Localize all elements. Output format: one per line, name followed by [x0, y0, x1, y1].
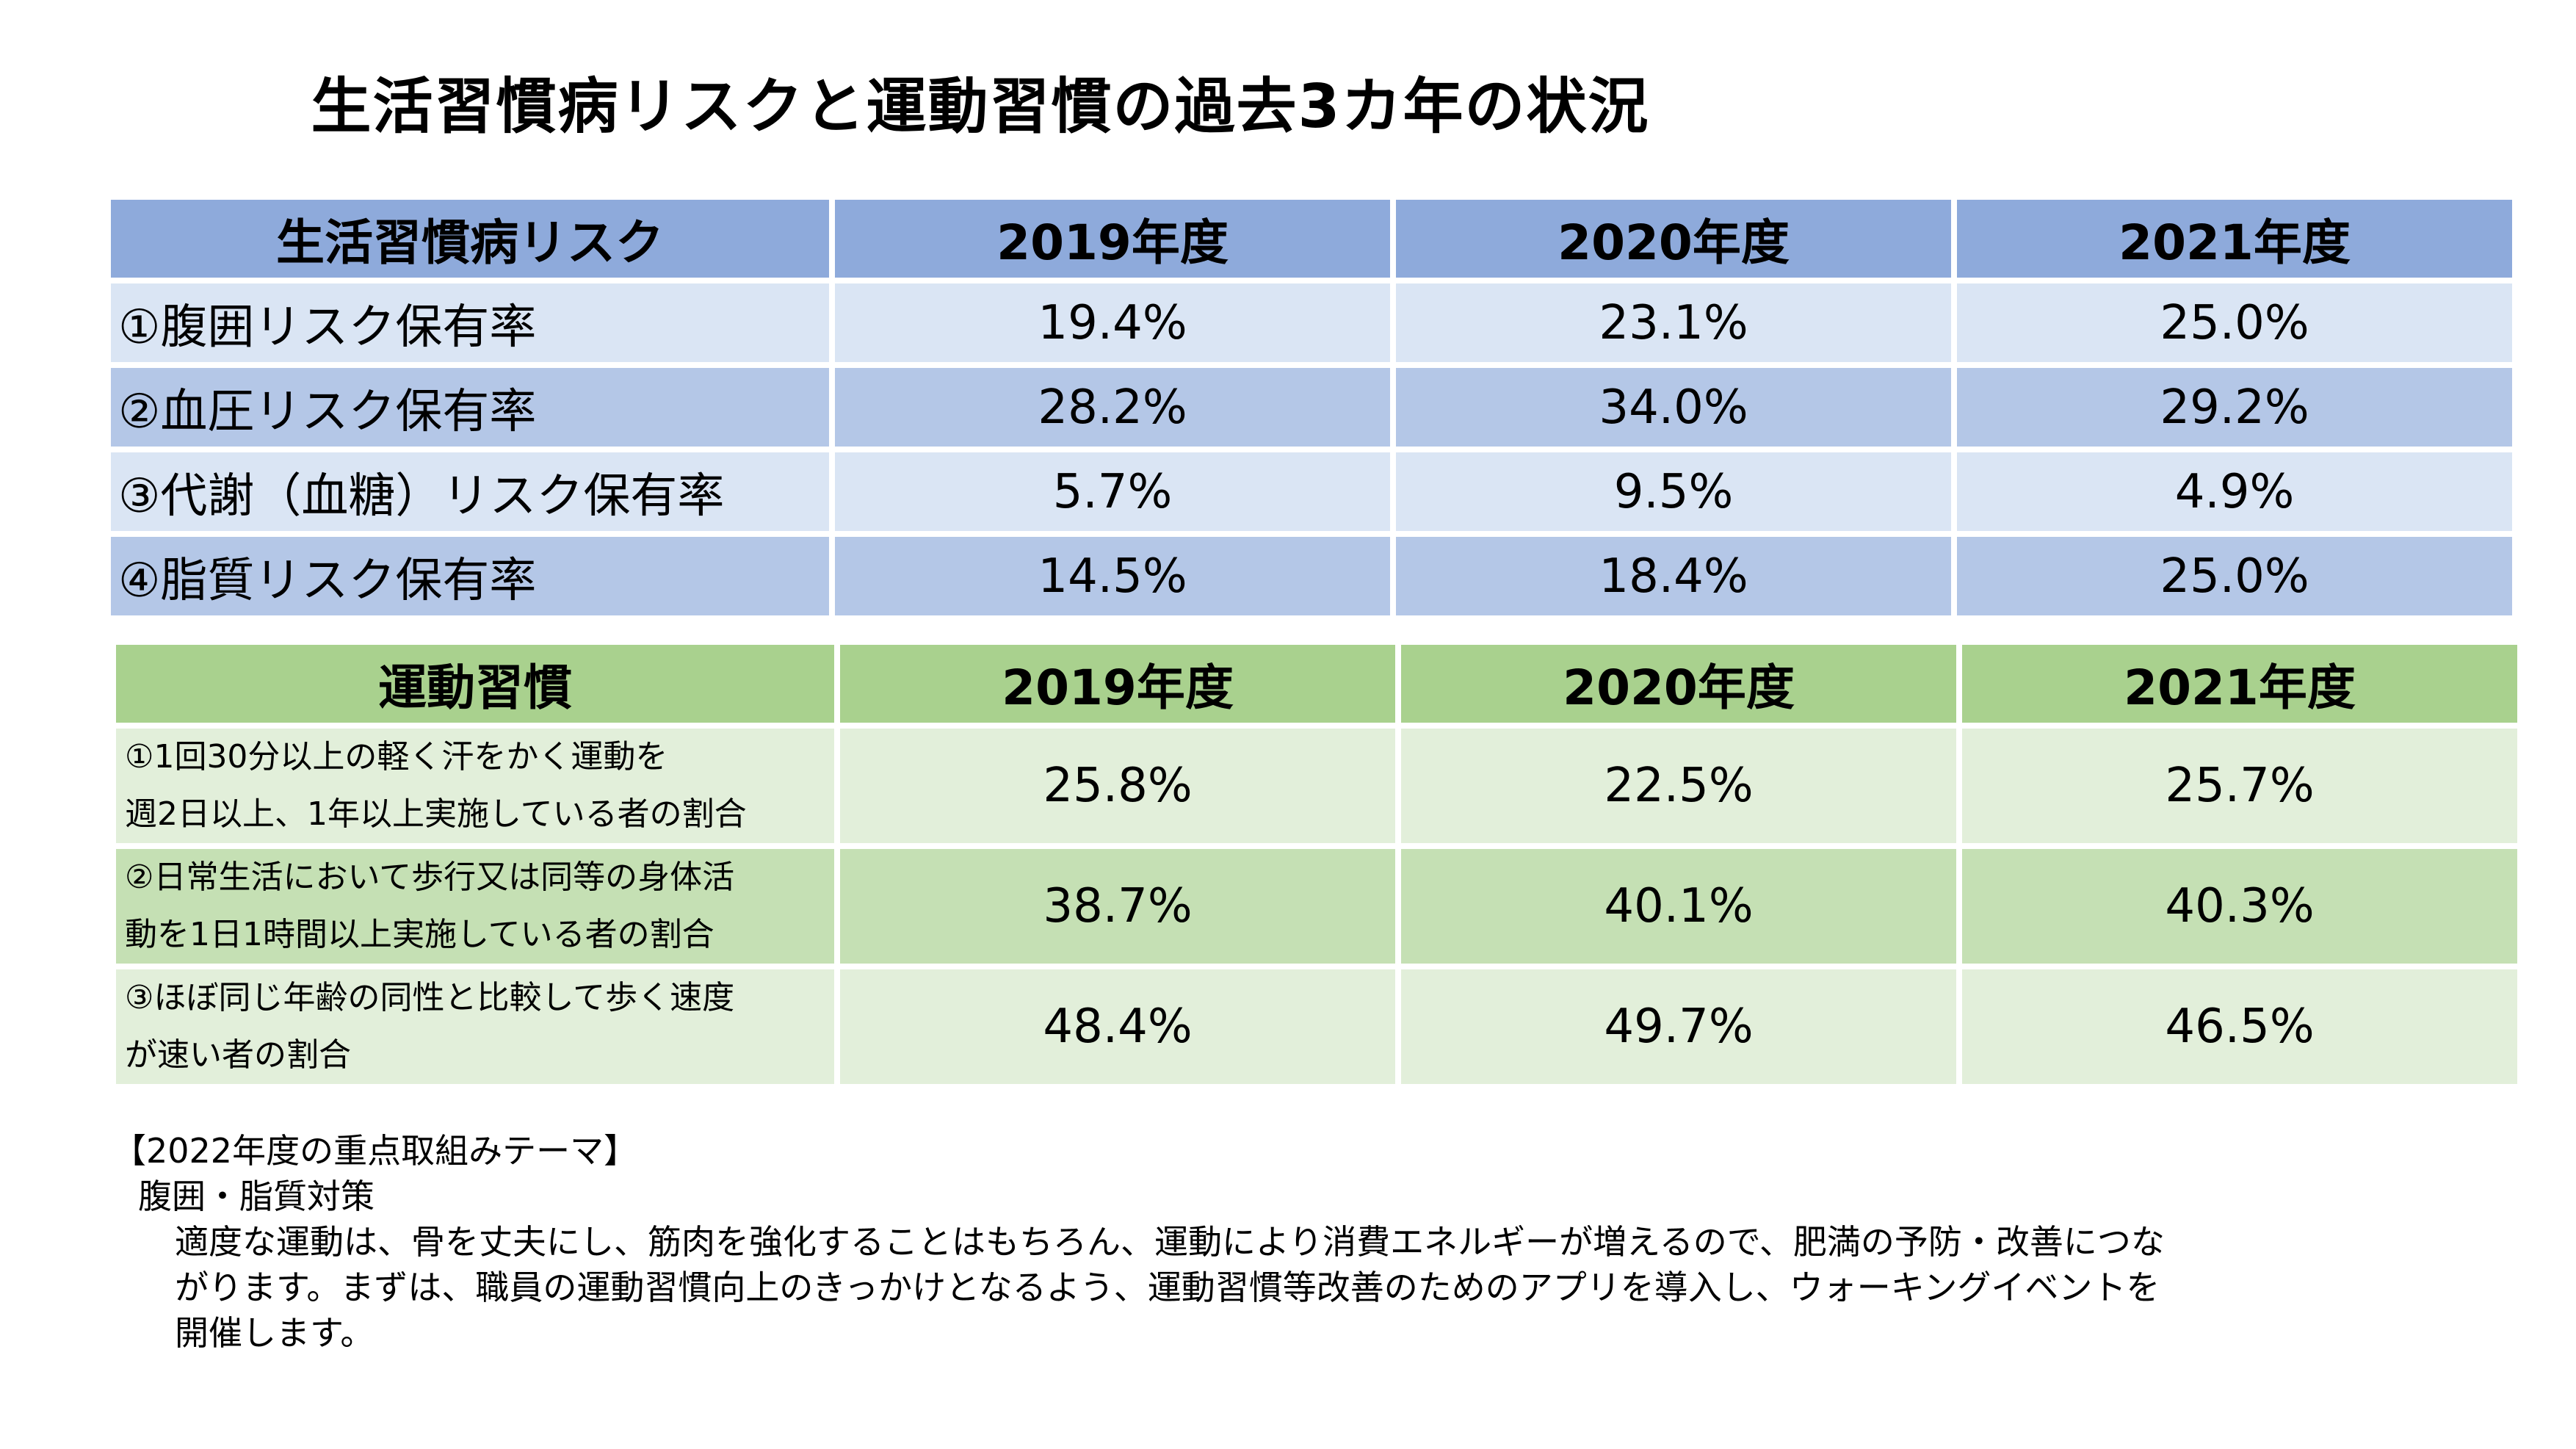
risk-header-row: 生活習慣病リスク 2019年度 2020年度 2021年度 — [111, 200, 2512, 278]
exercise-header-2019: 2019年度 — [840, 645, 1395, 723]
exercise-label-line: が速い者の割合 — [125, 1036, 351, 1074]
risk-value: 4.9% — [2174, 464, 2295, 519]
table-row: ②血圧リスク保有率 28.2% 34.0% 29.2% — [111, 368, 2512, 447]
notes-theme: 腹囲・脂質対策 — [138, 1177, 375, 1216]
risk-table: 生活習慣病リスク 2019年度 2020年度 2021年度 ①腹囲リスク保有率 … — [105, 194, 2518, 621]
exercise-value: 40.1% — [1604, 879, 1754, 933]
exercise-label-line: ②日常生活において歩行又は同等の身体活 — [125, 859, 735, 896]
exercise-value: 38.7% — [1043, 879, 1193, 933]
risk-value: 25.0% — [2160, 549, 2309, 604]
exercise-label-line: ①1回30分以上の軽く汗をかく運動を — [125, 738, 668, 776]
risk-value: 34.0% — [1599, 380, 1748, 435]
risk-header-2021: 2021年度 — [1957, 200, 2512, 278]
risk-value: 5.7% — [1052, 464, 1173, 519]
exercise-header-2021: 2021年度 — [1962, 645, 2517, 723]
exercise-value: 25.8% — [1043, 759, 1193, 813]
exercise-label: ②日常生活において歩行又は同等の身体活 動を1日1時間以上実施している者の割合 — [116, 849, 834, 964]
notes-heading: 【2022年度の重点取組みテーマ】 — [112, 1131, 638, 1171]
risk-value: 14.5% — [1038, 549, 1187, 604]
risk-header-2019: 2019年度 — [835, 200, 1390, 278]
risk-value: 18.4% — [1599, 549, 1748, 604]
notes-body-line: 開催します。 — [175, 1313, 375, 1353]
exercise-label: ③ほぼ同じ年齢の同性と比較して歩く速度 が速い者の割合 — [116, 969, 834, 1084]
risk-value: 29.2% — [2160, 380, 2309, 435]
risk-header-2020: 2020年度 — [1396, 200, 1951, 278]
exercise-label-line: 動を1日1時間以上実施している者の割合 — [125, 916, 714, 953]
notes-body-line: がります。まずは、職員の運動習慣向上のきっかけとなるよう、運動習慣等改善のための… — [175, 1268, 2160, 1307]
focus-theme-notes: 【2022年度の重点取組みテーマ】 腹囲・脂質対策 適度な運動は、骨を丈夫にし、… — [112, 1128, 2165, 1356]
exercise-value: 49.7% — [1604, 1000, 1754, 1054]
table-row: ①腹囲リスク保有率 19.4% 23.1% 25.0% — [111, 283, 2512, 362]
exercise-value: 25.7% — [2165, 759, 2315, 813]
exercise-label-line: ③ほぼ同じ年齢の同性と比較して歩く速度 — [125, 979, 735, 1016]
notes-body-line: 適度な運動は、骨を丈夫にし、筋肉を強化することはもちろん、運動により消費エネルギ… — [175, 1222, 2165, 1262]
exercise-value: 40.3% — [2165, 879, 2315, 933]
exercise-header-category: 運動習慣 — [116, 645, 834, 723]
table-row: ②日常生活において歩行又は同等の身体活 動を1日1時間以上実施している者の割合 … — [116, 849, 2517, 964]
exercise-header-2020: 2020年度 — [1401, 645, 1956, 723]
exercise-value: 48.4% — [1043, 1000, 1193, 1054]
risk-label: ②血圧リスク保有率 — [118, 384, 537, 439]
exercise-header-row: 運動習慣 2019年度 2020年度 2021年度 — [116, 645, 2517, 723]
exercise-table: 運動習慣 2019年度 2020年度 2021年度 ①1回30分以上の軽く汗をか… — [110, 639, 2523, 1090]
exercise-value: 22.5% — [1604, 759, 1754, 813]
table-row: ④脂質リスク保有率 14.5% 18.4% 25.0% — [111, 537, 2512, 615]
exercise-label-line: 週2日以上、1年以上実施している者の割合 — [125, 795, 747, 833]
risk-label: ③代謝（血糖）リスク保有率 — [118, 469, 725, 524]
exercise-value: 46.5% — [2165, 1000, 2315, 1054]
exercise-label: ①1回30分以上の軽く汗をかく運動を 週2日以上、1年以上実施している者の割合 — [116, 729, 834, 843]
table-row: ③代謝（血糖）リスク保有率 5.7% 9.5% 4.9% — [111, 452, 2512, 531]
page-title: 生活習慣病リスクと運動習慣の過去3カ年の状況 — [311, 72, 1650, 142]
risk-header-category: 生活習慣病リスク — [111, 200, 829, 278]
table-row: ③ほぼ同じ年齢の同性と比較して歩く速度 が速い者の割合 48.4% 49.7% … — [116, 969, 2517, 1084]
risk-label: ④脂質リスク保有率 — [118, 553, 537, 608]
risk-value: 19.4% — [1038, 295, 1187, 350]
table-row: ①1回30分以上の軽く汗をかく運動を 週2日以上、1年以上実施している者の割合 … — [116, 729, 2517, 843]
risk-label: ①腹囲リスク保有率 — [118, 300, 537, 355]
risk-value: 28.2% — [1038, 380, 1187, 435]
risk-value: 23.1% — [1599, 295, 1748, 350]
risk-value: 9.5% — [1613, 464, 1734, 519]
risk-value: 25.0% — [2160, 295, 2309, 350]
